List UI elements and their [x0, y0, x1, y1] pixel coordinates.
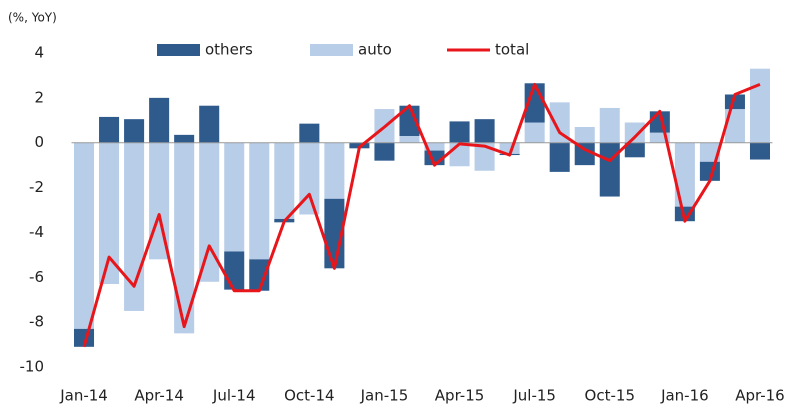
- bar: [674, 206, 695, 222]
- bar: [624, 142, 645, 158]
- x-tick-label: Jan-16: [660, 387, 709, 405]
- bar: [224, 142, 245, 252]
- bar: [399, 135, 420, 143]
- legend-swatch: [310, 44, 353, 56]
- bar: [299, 123, 320, 143]
- x-tick-label: Jul-15: [512, 387, 556, 405]
- bar: [149, 97, 170, 143]
- bar: [99, 142, 120, 285]
- x-tick-label: Apr-15: [435, 387, 485, 405]
- x-tick-label: Oct-14: [284, 387, 334, 405]
- bar: [474, 119, 495, 143]
- y-tick-label: -6: [29, 268, 44, 286]
- bar: [699, 142, 720, 162]
- y-tick-label: 2: [34, 88, 44, 106]
- bar: [499, 142, 520, 154]
- bar: [724, 109, 745, 143]
- legend-label: total: [495, 41, 529, 59]
- bar: [374, 142, 395, 161]
- bar: [549, 102, 570, 143]
- y-axis-label: (%, YoY): [8, 11, 57, 25]
- legend-label: others: [205, 41, 253, 59]
- bar: [524, 122, 545, 143]
- legend-label: auto: [358, 41, 392, 59]
- bar: [599, 142, 620, 197]
- bar: [399, 105, 420, 136]
- bar: [74, 142, 95, 329]
- bar: [674, 142, 695, 207]
- bar: [124, 119, 145, 143]
- bar: [249, 259, 270, 291]
- legend-swatch: [157, 44, 200, 56]
- bar: [549, 142, 570, 172]
- bar: [249, 142, 270, 260]
- x-tick-label: Jan-15: [360, 387, 409, 405]
- bar: [474, 142, 495, 171]
- bar: [174, 142, 195, 334]
- bar: [724, 94, 745, 110]
- bar: [199, 105, 220, 143]
- bar: [649, 132, 670, 143]
- bar: [749, 68, 770, 143]
- bar: [749, 142, 770, 160]
- bar: [424, 142, 445, 151]
- x-tick-label: Apr-14: [134, 387, 184, 405]
- bar: [449, 121, 470, 143]
- bar: [99, 116, 120, 143]
- x-tick-label: Oct-15: [585, 387, 635, 405]
- bar: [274, 142, 295, 219]
- bar: [174, 134, 195, 143]
- x-tick-label: Jul-14: [212, 387, 256, 405]
- x-tick-label: Jan-14: [59, 387, 108, 405]
- bar: [599, 107, 620, 143]
- y-tick-label: -8: [29, 313, 44, 331]
- bar: [224, 251, 245, 290]
- bar: [624, 122, 645, 143]
- y-tick-label: -10: [20, 358, 45, 376]
- bar: [299, 142, 320, 215]
- bar: [574, 127, 595, 143]
- y-tick-label: -2: [29, 178, 44, 196]
- y-tick-label: -4: [29, 223, 44, 241]
- x-tick-label: Apr-16: [735, 387, 785, 405]
- line: [82, 82, 761, 348]
- bar: [199, 142, 220, 282]
- bar: [449, 142, 470, 167]
- bar: [574, 142, 595, 166]
- bar: [324, 142, 345, 199]
- y-tick-label: 4: [34, 44, 44, 62]
- y-tick-label: 0: [34, 133, 44, 151]
